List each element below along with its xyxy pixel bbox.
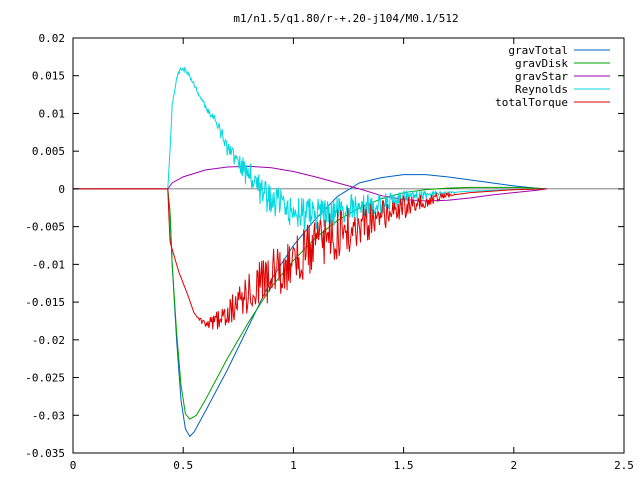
y-tick-label: -0.015 xyxy=(25,296,65,309)
y-tick-label: -0.005 xyxy=(25,221,65,234)
y-tick-label: 0.01 xyxy=(39,107,66,120)
axes-layer: -0.035 -0.03 -0.025 -0.02 -0.015 -0.01 -0.005 0… xyxy=(25,32,634,472)
y-tick-label: -0.01 xyxy=(32,258,65,271)
legend-label-gravStar: gravStar xyxy=(515,70,568,83)
y-tick-label: -0.02 xyxy=(32,334,65,347)
y-tick-label: 0.005 xyxy=(32,145,65,158)
legend: gravTotalgravDiskgravStarReynoldstotalTo… xyxy=(495,44,610,109)
y-tick-label: 0.015 xyxy=(32,70,65,83)
legend-label-totalTorque: totalTorque xyxy=(495,96,568,109)
legend-label-gravTotal: gravTotal xyxy=(508,44,568,57)
y-tick-label: -0.035 xyxy=(25,447,65,460)
chart-title: m1/n1.5/q1.80/r-+.20-j104/M0.1/512 xyxy=(233,12,458,25)
legend-label-Reynolds: Reynolds xyxy=(515,83,568,96)
series-line-Reynolds xyxy=(167,65,547,230)
x-tick-label: 0 xyxy=(70,459,77,472)
x-tick-label: 1 xyxy=(290,459,297,472)
series-line-gravDisk xyxy=(73,186,547,420)
plot-border xyxy=(72,37,625,454)
x-tick-label: 2 xyxy=(510,459,517,472)
series-layer xyxy=(73,65,547,438)
x-tick-label: 2.5 xyxy=(614,459,634,472)
x-tick-label: 1.5 xyxy=(394,459,414,472)
legend-label-gravDisk: gravDisk xyxy=(515,57,568,70)
y-tick-label: 0 xyxy=(58,183,65,196)
y-tick-label: -0.03 xyxy=(32,409,65,422)
series-line-gravStar xyxy=(73,165,547,202)
y-tick-label: -0.025 xyxy=(25,372,65,385)
series-line-totalTorque xyxy=(73,188,547,330)
x-tick-label: 0.5 xyxy=(173,459,193,472)
series-line-gravTotal xyxy=(73,174,547,438)
y-tick-label: 0.02 xyxy=(39,32,66,45)
